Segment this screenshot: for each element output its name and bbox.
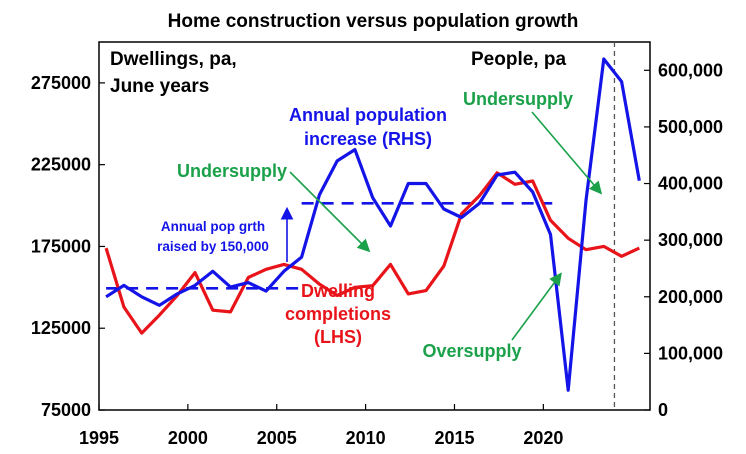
pop-growth-note-line1: Annual pop grth [161, 219, 265, 234]
dwelling-series-label-line1: Dwelling [301, 281, 375, 301]
x-tick-label: 2015 [434, 428, 474, 448]
pop-growth-note-line2: raised by 150,000 [157, 239, 269, 254]
oversupply-arrow [511, 272, 562, 341]
x-tick-label: 1995 [79, 428, 119, 448]
undersupply-right-arrow [531, 111, 603, 195]
left-tick-label: 175000 [31, 236, 91, 256]
undersupply-left-arrow [289, 171, 371, 253]
population-series-label-line2: increase (RHS) [304, 129, 432, 149]
x-tick-label: 2000 [168, 428, 208, 448]
right-tick-label: 500,000 [658, 117, 723, 137]
right-tick-label: 300,000 [658, 230, 723, 250]
dwelling-completions-line [104, 171, 640, 335]
left-axis-label-line1: Dwellings, pa, [110, 49, 237, 70]
x-tick-label: 2020 [523, 428, 563, 448]
left-tick-label: 225000 [31, 155, 91, 175]
undersupply-left-label: Undersupply [177, 161, 287, 181]
plot-frame [98, 41, 651, 411]
left-axis-label-line2: June years [110, 76, 209, 97]
chart-title: Home construction versus population grow… [168, 11, 579, 32]
oversupply-label: Oversupply [422, 341, 521, 361]
x-tick-label: 2010 [346, 428, 386, 448]
right-tick-label: 600,000 [658, 60, 723, 80]
population-increase-line [105, 57, 641, 392]
left-tick-label: 75000 [41, 400, 91, 420]
right-axis-label: People, pa [471, 49, 566, 70]
x-tick-label: 2005 [257, 428, 297, 448]
left-tick-label: 275000 [31, 73, 91, 93]
dwelling-series-label-line2: completions [285, 304, 391, 324]
right-tick-label: 400,000 [658, 174, 723, 194]
right-tick-label: 200,000 [658, 287, 723, 307]
dwelling-series-label-line3: (LHS) [314, 327, 362, 347]
right-tick-label: 0 [658, 400, 668, 420]
population-series-label-line1: Annual population [289, 105, 447, 125]
undersupply-right-label: Undersupply [463, 89, 573, 109]
right-tick-label: 100,000 [658, 343, 723, 363]
left-tick-label: 125000 [31, 318, 91, 338]
